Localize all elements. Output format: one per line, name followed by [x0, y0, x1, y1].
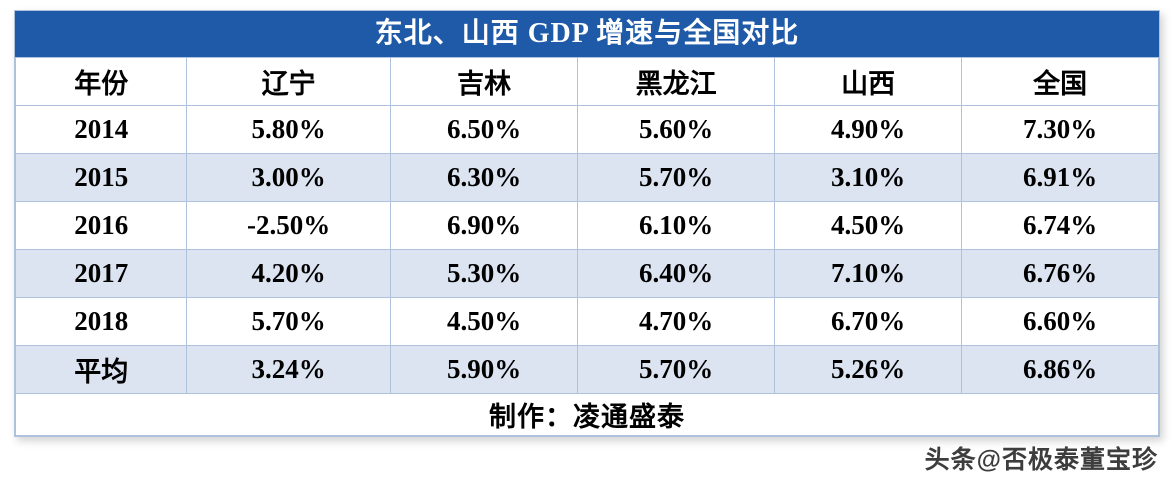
header-row: 年份 辽宁 吉林 黑龙江 山西 全国	[14, 57, 1159, 106]
value-cell: 4.50%	[773, 201, 963, 250]
value-cell: 5.30%	[389, 249, 579, 298]
year-cell: 2016	[14, 201, 188, 250]
value-cell: 4.90%	[773, 105, 963, 154]
column-header: 吉林	[389, 57, 579, 106]
year-cell: 2014	[14, 105, 188, 154]
year-cell: 2017	[14, 249, 188, 298]
table-row: 2015 3.00% 6.30% 5.70% 3.10% 6.91%	[14, 153, 1159, 202]
table-footer-credit: 制作：凌通盛泰	[15, 393, 1159, 436]
column-header: 辽宁	[186, 57, 391, 106]
value-cell: 4.50%	[389, 297, 579, 346]
table-header: 年份 辽宁 吉林 黑龙江 山西 全国	[14, 57, 1159, 106]
gdp-comparison-table: 东北、山西 GDP 增速与全国对比 年份 辽宁 吉林 黑龙江 山西 全国 2014 5.80…	[14, 10, 1160, 437]
column-header: 全国	[961, 57, 1159, 106]
value-cell: 7.10%	[773, 249, 963, 298]
table-body: 2014 5.80% 6.50% 5.60% 4.90% 7.30% 2015 3.00% 6.…	[14, 105, 1159, 394]
year-cell: 平均	[14, 345, 188, 394]
value-cell: 3.10%	[773, 153, 963, 202]
value-cell: -2.50%	[186, 201, 391, 250]
value-cell: 7.30%	[961, 105, 1159, 154]
table-row: 2017 4.20% 5.30% 6.40% 7.10% 6.76%	[14, 249, 1159, 298]
table-row: 2018 5.70% 4.50% 4.70% 6.70% 6.60%	[14, 297, 1159, 346]
table-row: 2016 -2.50% 6.90% 6.10% 4.50% 6.74%	[14, 201, 1159, 250]
value-cell: 5.26%	[773, 345, 963, 394]
value-cell: 6.30%	[389, 153, 579, 202]
column-header: 山西	[773, 57, 963, 106]
value-cell: 6.90%	[389, 201, 579, 250]
data-table: 年份 辽宁 吉林 黑龙江 山西 全国 2014 5.80% 6.50% 5.60% 4.90% 7.…	[14, 57, 1159, 436]
year-cell: 2018	[14, 297, 188, 346]
table-row: 2014 5.80% 6.50% 5.60% 4.90% 7.30%	[14, 105, 1159, 154]
value-cell: 4.70%	[577, 297, 775, 346]
table-title: 东北、山西 GDP 增速与全国对比	[15, 11, 1159, 57]
value-cell: 6.76%	[961, 249, 1159, 298]
value-cell: 4.20%	[186, 249, 391, 298]
value-cell: 5.70%	[577, 345, 775, 394]
value-cell: 5.80%	[186, 105, 391, 154]
value-cell: 6.10%	[577, 201, 775, 250]
value-cell: 6.74%	[961, 201, 1159, 250]
value-cell: 6.50%	[389, 105, 579, 154]
table-row: 平均 3.24% 5.90% 5.70% 5.26% 6.86%	[14, 345, 1159, 394]
value-cell: 6.91%	[961, 153, 1159, 202]
value-cell: 3.24%	[186, 345, 391, 394]
value-cell: 5.90%	[389, 345, 579, 394]
column-header-year: 年份	[14, 57, 188, 106]
value-cell: 5.60%	[577, 105, 775, 154]
value-cell: 6.60%	[961, 297, 1159, 346]
column-header: 黑龙江	[577, 57, 775, 106]
watermark: 头条@否极泰董宝珍	[924, 446, 1158, 474]
value-cell: 6.86%	[961, 345, 1159, 394]
footer-row: 制作：凌通盛泰	[15, 393, 1159, 436]
value-cell: 5.70%	[577, 153, 775, 202]
table-foot: 制作：凌通盛泰	[15, 393, 1159, 436]
value-cell: 6.40%	[577, 249, 775, 298]
year-cell: 2015	[14, 153, 188, 202]
value-cell: 5.70%	[186, 297, 391, 346]
value-cell: 3.00%	[186, 153, 391, 202]
value-cell: 6.70%	[773, 297, 963, 346]
